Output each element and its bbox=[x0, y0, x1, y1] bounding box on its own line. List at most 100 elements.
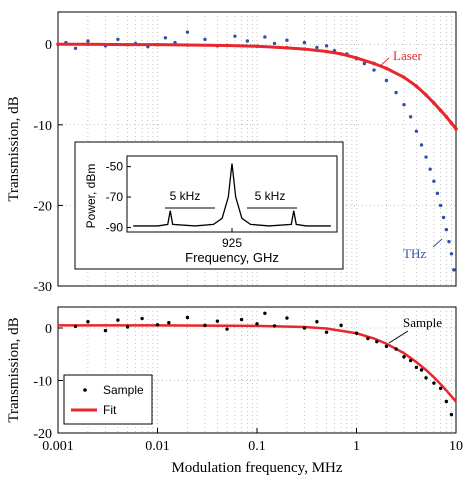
top-y-tick-label: -30 bbox=[33, 280, 52, 295]
inset-y-axis-label: Power, dBm bbox=[84, 164, 98, 229]
bottom-x-axis-label: Modulation frequency, MHz bbox=[171, 460, 342, 476]
bottom-x-tick-label: 1 bbox=[353, 439, 360, 454]
laser-arrow bbox=[379, 57, 390, 67]
sample-point bbox=[432, 381, 436, 385]
thz-point bbox=[302, 40, 307, 45]
inset-frame bbox=[74, 141, 344, 270]
legend-sample-label: Sample bbox=[103, 383, 144, 397]
top-y-axis-label: Transmission, dB bbox=[6, 96, 22, 201]
top-y-tick-label: -10 bbox=[33, 119, 52, 134]
laser-point bbox=[384, 66, 389, 71]
top-data bbox=[56, 30, 458, 272]
thz-point bbox=[362, 61, 367, 66]
thz-point bbox=[419, 143, 424, 147]
sample-point bbox=[140, 316, 144, 321]
thz-point bbox=[432, 179, 436, 183]
sample-point bbox=[375, 339, 379, 344]
thz-point bbox=[245, 39, 250, 43]
bottom-y-tick-label: 0 bbox=[45, 322, 52, 337]
inset-y-ticks: -50 -70 -90 bbox=[106, 160, 233, 234]
sample-point bbox=[225, 327, 229, 331]
laser-point bbox=[324, 49, 329, 54]
bottom-y-ticks: 0 -10 -20 bbox=[33, 322, 63, 442]
legend-fit-label: Fit bbox=[103, 403, 117, 417]
top-y-ticks: 0 -10 -20 -30 bbox=[33, 38, 63, 295]
laser-point bbox=[302, 47, 307, 51]
sample-point bbox=[125, 325, 130, 329]
thz-arrow bbox=[432, 238, 443, 248]
laser-point bbox=[449, 121, 454, 126]
laser-point bbox=[225, 43, 229, 48]
bottom-y-tick-label: -10 bbox=[33, 375, 52, 390]
thz-point bbox=[203, 37, 207, 42]
sample-point bbox=[366, 336, 370, 341]
inset-y-tick-label: -50 bbox=[106, 160, 124, 174]
sample-point bbox=[438, 386, 443, 391]
sample-point bbox=[315, 320, 319, 324]
sample-point bbox=[324, 330, 329, 334]
laser-point bbox=[402, 75, 406, 80]
thz-annotation: THz bbox=[403, 246, 426, 261]
thz-point bbox=[435, 191, 440, 196]
sample-point bbox=[73, 324, 78, 329]
legend-frame bbox=[63, 374, 153, 425]
sample-point bbox=[103, 328, 108, 333]
bottom-x-tick-label: 0.01 bbox=[145, 439, 170, 454]
inset-y-tick-label: -70 bbox=[106, 190, 124, 204]
thz-point bbox=[384, 78, 389, 83]
laser-point bbox=[372, 61, 376, 66]
laser-point bbox=[155, 42, 160, 47]
laser-point bbox=[255, 44, 259, 49]
laser-point bbox=[125, 42, 130, 47]
sample-point bbox=[263, 311, 267, 315]
fit-line bbox=[58, 324, 457, 403]
thz-point bbox=[394, 90, 398, 95]
thz-point bbox=[285, 38, 289, 42]
sample-point bbox=[167, 321, 171, 325]
bottom-data bbox=[58, 311, 457, 417]
sample-point bbox=[215, 319, 220, 323]
thz-point bbox=[428, 167, 432, 171]
sample-point bbox=[419, 368, 424, 372]
inset-x-tick-label: 925 bbox=[222, 236, 242, 250]
sample-point bbox=[354, 331, 359, 335]
sample-point bbox=[394, 347, 398, 351]
thz-point bbox=[263, 35, 267, 39]
thz-point bbox=[441, 215, 446, 220]
sample-point bbox=[155, 323, 160, 327]
thz-point bbox=[272, 41, 277, 46]
legend-sample-marker bbox=[83, 388, 87, 392]
inset-spectrum: -50-70-90 Power, dBm 925 Frequency, GHz … bbox=[74, 141, 344, 270]
sample-point bbox=[384, 344, 389, 349]
sample-arrow bbox=[388, 330, 409, 344]
sample-point bbox=[239, 317, 244, 322]
sample-point bbox=[339, 323, 343, 328]
bottom-y-axis-label: Transmission, dB bbox=[6, 317, 22, 422]
thz-point bbox=[163, 36, 168, 40]
laser-point bbox=[86, 42, 90, 47]
sample-point bbox=[444, 399, 449, 404]
thz-point bbox=[402, 102, 406, 107]
thz-point bbox=[408, 115, 413, 119]
bottom-legend: Sample Fit bbox=[63, 374, 153, 425]
laser-point bbox=[414, 84, 419, 88]
thz-point bbox=[414, 129, 419, 133]
sample-annotation: Sample bbox=[403, 315, 442, 330]
thz-point bbox=[444, 227, 449, 232]
inset-y-tick-label: -90 bbox=[106, 220, 124, 234]
inset-data bbox=[133, 163, 331, 227]
laser-line bbox=[58, 42, 458, 130]
sample-point bbox=[116, 318, 120, 322]
sample-point bbox=[402, 355, 406, 359]
sample-point bbox=[185, 315, 190, 320]
laser-point bbox=[339, 52, 343, 56]
bottom-x-tick-label: 0.001 bbox=[42, 439, 74, 454]
laser-point bbox=[444, 114, 449, 119]
laser-point bbox=[354, 56, 359, 60]
thz-point bbox=[73, 46, 78, 50]
sample-point bbox=[86, 320, 90, 324]
laser-annotation: Laser bbox=[393, 48, 423, 63]
thz-point bbox=[233, 34, 237, 38]
sample-point bbox=[272, 324, 277, 328]
thz-point bbox=[424, 155, 428, 159]
